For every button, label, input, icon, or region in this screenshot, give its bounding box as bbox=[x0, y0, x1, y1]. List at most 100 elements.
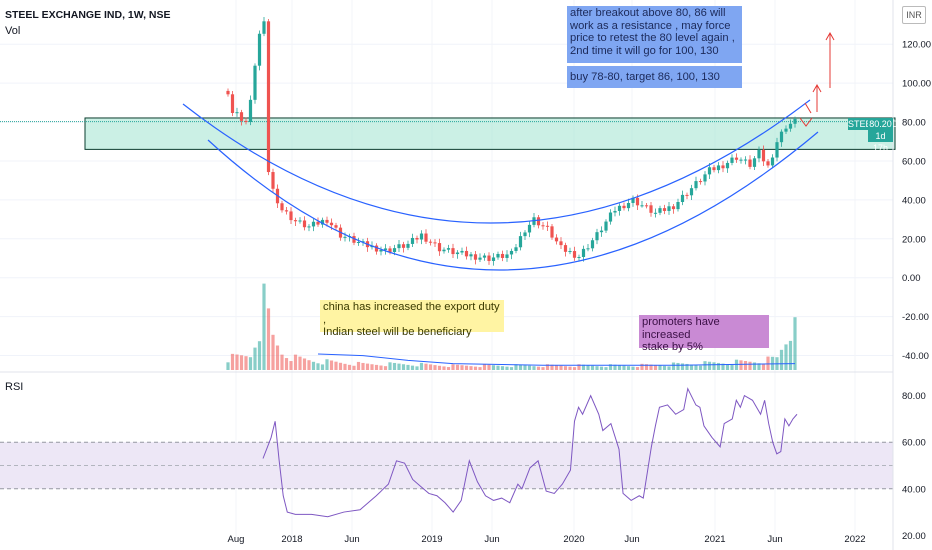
volume-bar bbox=[491, 365, 496, 370]
candle-body bbox=[235, 112, 239, 114]
volume-bar bbox=[770, 356, 775, 370]
annotation-buy[interactable]: buy 78-80, target 86, 100, 130 bbox=[567, 66, 742, 88]
volume-bar bbox=[419, 362, 424, 370]
candle-body bbox=[550, 226, 554, 238]
candle-body bbox=[631, 197, 635, 203]
volume-bar bbox=[761, 363, 766, 370]
candle-body bbox=[748, 159, 752, 167]
candle-body bbox=[662, 208, 667, 211]
volume-bar bbox=[401, 364, 406, 370]
volume-bar bbox=[248, 357, 253, 370]
candle-body bbox=[491, 257, 496, 261]
volume-bar bbox=[554, 365, 559, 370]
volume-bar bbox=[487, 364, 491, 370]
price-tick-label: 60.00 bbox=[902, 156, 926, 167]
volume-bar bbox=[631, 366, 635, 370]
candle-body bbox=[658, 208, 662, 213]
volume-bar bbox=[788, 340, 793, 370]
candle-body bbox=[568, 251, 572, 253]
volume-bar bbox=[590, 365, 595, 370]
time-tick-label: Jun bbox=[767, 534, 782, 545]
volume-bar bbox=[694, 365, 698, 370]
volume-bar bbox=[500, 366, 505, 370]
volume-bar bbox=[311, 361, 316, 370]
volume-bar bbox=[671, 362, 676, 370]
volume-bar bbox=[460, 365, 464, 370]
candle-body bbox=[635, 197, 640, 206]
candle-body bbox=[581, 248, 586, 257]
volume-bar bbox=[766, 356, 770, 370]
volume-bar bbox=[739, 360, 743, 370]
candle-body bbox=[622, 205, 626, 209]
volume-bar bbox=[320, 364, 325, 370]
volume-bar bbox=[730, 364, 734, 370]
price-countdown-badge: 1d 17h bbox=[868, 130, 893, 153]
time-axis[interactable]: Aug 2018 Jun 2019 Jun 2020 Jun 2021 Jun 2022 bbox=[228, 534, 866, 545]
volume-bar bbox=[410, 365, 415, 370]
annotation-line: promoters have increased bbox=[642, 316, 720, 341]
candle-body bbox=[667, 206, 671, 211]
volume-bar bbox=[532, 366, 536, 370]
volume-bar bbox=[478, 367, 482, 370]
time-tick-label: 2021 bbox=[704, 534, 725, 545]
volume-bar bbox=[563, 366, 568, 370]
rsi-axis[interactable]: 80.00 60.00 40.00 20.00 bbox=[902, 391, 926, 542]
volume-bar bbox=[613, 364, 617, 370]
volume-bar bbox=[271, 334, 275, 370]
annotation-promoters[interactable]: promoters have increased stake by 5% bbox=[639, 315, 769, 353]
annotation-breakout[interactable]: after breakout above 80, 86 will work as… bbox=[567, 6, 742, 63]
volume-bar bbox=[685, 363, 689, 370]
volume-bar bbox=[230, 353, 235, 370]
candle-body bbox=[757, 149, 761, 159]
candle-body bbox=[527, 224, 532, 233]
candle-body bbox=[253, 65, 257, 100]
price-value-badge: 80.20 bbox=[868, 118, 893, 130]
candle-body bbox=[266, 21, 271, 173]
volume-bar bbox=[338, 362, 343, 370]
volume-bar bbox=[235, 354, 239, 370]
candles bbox=[226, 17, 797, 266]
rsi-legend[interactable]: RSI bbox=[5, 381, 24, 393]
volume-bar bbox=[725, 364, 730, 370]
volume-bar bbox=[784, 344, 788, 370]
candle-body bbox=[676, 202, 680, 210]
candle-body bbox=[428, 241, 433, 243]
candle-body bbox=[721, 165, 725, 169]
annotation-line: work as a resistance , may force bbox=[570, 19, 731, 32]
volume-bar bbox=[577, 364, 581, 370]
volume-bar bbox=[275, 345, 280, 370]
volume-bar bbox=[604, 367, 608, 370]
rsi-tick-label: 60.00 bbox=[902, 438, 926, 449]
annotation-china[interactable]: china has increased the export duty , In… bbox=[320, 300, 504, 338]
volume-bar bbox=[581, 364, 586, 370]
volume-bar bbox=[716, 362, 721, 370]
volume-bar bbox=[406, 364, 410, 370]
candle-body bbox=[599, 230, 604, 233]
volume-bar bbox=[586, 365, 590, 370]
candle-body bbox=[734, 157, 739, 160]
volume-bar bbox=[298, 356, 302, 370]
chart-title[interactable]: STEEL EXCHANGE IND, 1W, NSE bbox=[5, 9, 171, 21]
candle-body bbox=[563, 245, 568, 252]
volume-bar bbox=[568, 366, 572, 370]
candle-body bbox=[307, 226, 311, 228]
candle-body bbox=[775, 142, 779, 158]
annotation-line: price to retest the 80 level again , bbox=[570, 32, 735, 44]
candle-body bbox=[334, 225, 338, 228]
volume-bar bbox=[442, 366, 446, 370]
candle-body bbox=[311, 221, 316, 227]
volume-bar bbox=[721, 363, 725, 370]
candle-body bbox=[595, 232, 599, 241]
volume-legend[interactable]: Vol bbox=[5, 25, 21, 37]
price-tick-label: 20.00 bbox=[902, 234, 926, 245]
candle-body bbox=[280, 203, 284, 211]
price-axis[interactable]: 120.00 100.00 80.00 60.00 40.00 20.00 0.00 -20.… bbox=[902, 40, 931, 362]
candle-body bbox=[442, 249, 446, 252]
candle-body bbox=[469, 254, 473, 257]
volume-bar bbox=[379, 365, 383, 370]
candle-body bbox=[446, 248, 451, 250]
volume-bar bbox=[599, 366, 604, 370]
currency-badge[interactable]: INR bbox=[902, 6, 926, 24]
candle-body bbox=[689, 188, 694, 196]
